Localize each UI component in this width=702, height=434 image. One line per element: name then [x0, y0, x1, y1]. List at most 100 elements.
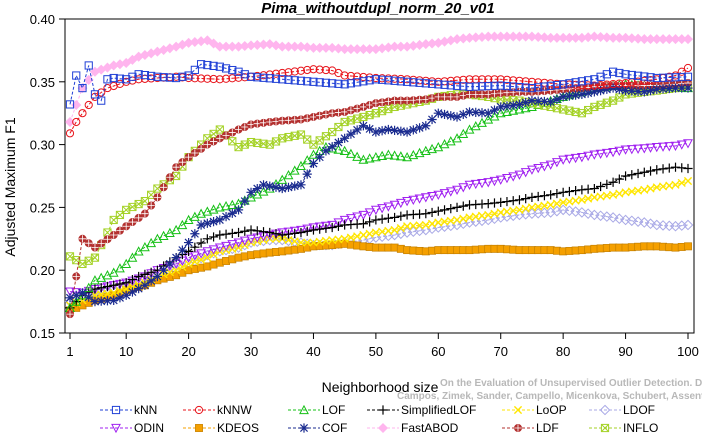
data-point — [345, 214, 356, 224]
data-point — [584, 76, 593, 85]
data-point — [221, 74, 231, 83]
data-point — [140, 71, 150, 80]
data-point — [601, 32, 612, 43]
data-point — [365, 217, 375, 227]
data-point — [253, 73, 262, 82]
data-point — [316, 112, 324, 120]
data-point — [197, 145, 205, 153]
data-point — [228, 74, 237, 83]
data-point — [278, 68, 287, 78]
data-point — [165, 259, 175, 269]
data-point — [128, 218, 137, 226]
data-point — [477, 179, 487, 189]
data-point — [166, 173, 174, 181]
data-point — [110, 231, 118, 239]
data-point — [577, 185, 587, 195]
x-tick-label: 40 — [306, 344, 320, 359]
data-point — [533, 96, 543, 106]
data-point — [283, 169, 294, 180]
data-point — [240, 70, 249, 79]
data-point — [359, 112, 368, 122]
data-point — [185, 153, 193, 161]
legend-entry-knnw: kNNW — [183, 403, 252, 417]
data-point — [552, 199, 562, 208]
data-point — [364, 153, 375, 163]
data-point — [134, 271, 144, 282]
data-point — [521, 204, 530, 213]
data-point — [645, 166, 656, 176]
data-point — [515, 82, 524, 92]
data-point — [140, 269, 150, 279]
data-point — [172, 163, 180, 171]
data-point — [582, 208, 594, 219]
data-point — [295, 41, 306, 52]
data-point — [365, 124, 375, 134]
data-point — [639, 87, 649, 97]
data-point — [627, 86, 637, 96]
data-point — [177, 219, 188, 230]
data-point — [278, 134, 287, 143]
data-point — [390, 212, 400, 223]
data-point — [658, 73, 668, 82]
data-point — [639, 144, 650, 154]
data-point — [208, 232, 219, 242]
data-point — [515, 205, 524, 215]
data-point — [421, 209, 431, 219]
data-point — [614, 84, 624, 94]
data-point — [557, 204, 569, 216]
data-point — [246, 72, 256, 81]
data-point — [540, 82, 549, 91]
data-point — [533, 191, 543, 202]
y-tick-label: 0.30 — [30, 138, 55, 153]
data-point — [302, 224, 313, 234]
legend-marker — [601, 424, 609, 432]
data-point — [552, 188, 562, 199]
data-point — [109, 73, 118, 83]
data-point — [83, 282, 94, 292]
data-point — [395, 151, 406, 161]
data-point — [453, 93, 461, 101]
data-point — [290, 181, 300, 191]
data-point — [414, 123, 425, 133]
data-point — [309, 140, 318, 149]
data-point — [64, 116, 76, 128]
data-point — [352, 125, 362, 135]
data-point — [377, 204, 388, 214]
data-point — [84, 61, 93, 70]
data-point — [353, 232, 362, 241]
data-point — [534, 83, 543, 92]
data-point — [103, 75, 112, 84]
data-point — [608, 190, 618, 199]
data-point — [577, 195, 586, 204]
data-point — [546, 81, 555, 90]
data-point — [371, 215, 381, 225]
chart-title: Pima_withoutdupl_norm_20_v01 — [261, 0, 494, 17]
data-point — [408, 125, 418, 135]
data-point — [202, 206, 213, 216]
data-point — [439, 205, 450, 215]
citation-watermark: On the Evaluation of Unsupervised Outlie… — [397, 378, 702, 402]
data-point — [458, 201, 468, 211]
data-point — [452, 76, 462, 85]
data-point — [471, 82, 480, 91]
data-point — [496, 81, 505, 90]
data-point — [135, 214, 143, 222]
data-point — [646, 184, 655, 193]
x-tick-label: 20 — [181, 344, 195, 359]
data-point — [527, 96, 537, 106]
data-point — [190, 65, 199, 74]
data-point — [102, 270, 113, 280]
data-point — [564, 205, 575, 217]
legend-marker — [378, 405, 388, 415]
data-point — [277, 183, 287, 194]
data-point — [389, 200, 400, 211]
data-point — [440, 80, 449, 89]
data-point — [521, 194, 531, 204]
data-point — [683, 83, 693, 93]
data-point — [308, 223, 319, 233]
series-line — [69, 87, 688, 303]
data-point — [559, 105, 568, 114]
data-point — [632, 216, 644, 227]
data-point — [258, 227, 269, 237]
legend-label: kNNW — [217, 403, 252, 417]
